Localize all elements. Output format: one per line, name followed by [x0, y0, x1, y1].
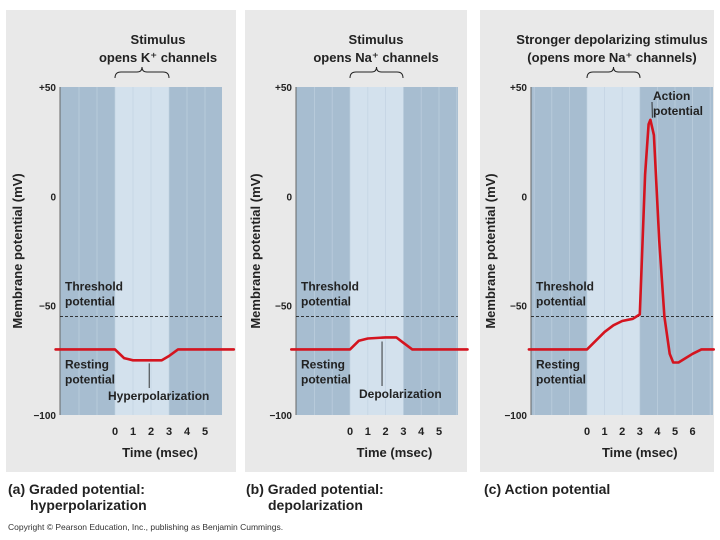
x-tick-label-b-5: 5 [436, 426, 442, 438]
y-tick-label-a-3: −100 [33, 411, 56, 422]
stimulus-brace-b [349, 66, 404, 79]
x-tick-label-b-2: 2 [383, 426, 389, 438]
event-label-b: Depolarization [359, 387, 442, 401]
y-tick-label-c-2: −50 [510, 302, 527, 313]
caption-panel-b: (b) Graded potential: depolarization [246, 481, 384, 513]
caption-panel-c: (c) Action potential [484, 481, 610, 497]
x-tick-label-a-2: 2 [148, 426, 154, 438]
threshold-label-b-line1: Threshold [301, 280, 359, 294]
y-tick-label-c-3: −100 [504, 411, 527, 422]
x-tick-label-a-1: 1 [130, 426, 136, 438]
threshold-label-b-line2: potential [301, 295, 351, 309]
y-axis-label-c: Membrane potential (mV) [483, 173, 498, 328]
x-tick-label-c-3: 3 [637, 426, 643, 438]
caption-c-line1: (c) Action potential [484, 481, 611, 497]
caption-panel-a: (a) Graded potential: hyperpolarization [8, 481, 147, 513]
stimulus-title-c-line1: Stronger depolarizing stimulus [516, 32, 707, 47]
y-tick-label-b-0: +50 [275, 83, 292, 94]
y-tick-label-c-1: 0 [521, 192, 527, 203]
stimulus-window-c [587, 87, 640, 415]
y-tick-label-a-2: −50 [39, 302, 56, 313]
threshold-label-a-line1: Threshold [65, 280, 123, 294]
caption-a-line1: (a) Graded potential: [8, 481, 145, 497]
caption-b-line2: depolarization [268, 497, 363, 513]
resting-label-b-line1: Resting [301, 357, 345, 371]
x-axis-label-a: Time (msec) [122, 445, 198, 460]
resting-label-c-line2: potential [536, 372, 586, 386]
caption-b-line1: (b) Graded potential: [246, 481, 384, 497]
x-axis-label-c: Time (msec) [602, 445, 678, 460]
x-tick-label-a-3: 3 [166, 426, 172, 438]
event-label-a: Hyperpolarization [108, 389, 209, 403]
resting-label-b-line2: potential [301, 372, 351, 386]
membrane-trace-b [289, 336, 469, 351]
stimulus-brace-c [586, 66, 641, 79]
threshold-label-c-line1: Threshold [536, 280, 594, 294]
x-tick-label-c-6: 6 [690, 426, 696, 438]
stimulus-brace-a [114, 66, 170, 79]
x-tick-label-c-5: 5 [672, 426, 678, 438]
x-tick-label-c-2: 2 [619, 426, 625, 438]
stimulus-title-b-line1: Stimulus [349, 32, 404, 47]
stimulus-window-a [115, 87, 169, 415]
x-tick-label-c-4: 4 [654, 426, 661, 438]
x-tick-label-c-0: 0 [584, 426, 590, 438]
stimulus-title-b-line2: opens Na⁺ channels [313, 50, 438, 65]
resting-label-a-line1: Resting [65, 357, 109, 371]
caption-a-line2: hyperpolarization [30, 497, 147, 513]
y-tick-label-a-1: 0 [50, 192, 56, 203]
y-tick-label-b-2: −50 [275, 302, 292, 313]
x-axis-label-b: Time (msec) [357, 445, 433, 460]
resting-label-c-line1: Resting [536, 357, 580, 371]
y-axis-label-b: Membrane potential (mV) [248, 173, 263, 328]
copyright-notice: Copyright © Pearson Education, Inc., pub… [8, 522, 284, 532]
x-tick-label-a-4: 4 [184, 426, 191, 438]
stimulus-title-a-line1: Stimulus [131, 32, 186, 47]
threshold-label-c-line2: potential [536, 295, 586, 309]
y-tick-label-c-0: +50 [510, 83, 527, 94]
event-label-c-line2: potential [653, 104, 703, 118]
x-tick-label-b-3: 3 [400, 426, 406, 438]
y-axis-label-a: Membrane potential (mV) [10, 173, 25, 328]
resting-label-a-line2: potential [65, 372, 115, 386]
x-tick-label-b-0: 0 [347, 426, 353, 438]
stimulus-window-b [350, 87, 404, 415]
membrane-trace-a [54, 348, 236, 362]
x-tick-label-c-1: 1 [602, 426, 608, 438]
y-tick-label-a-0: +50 [39, 83, 56, 94]
stimulus-title-c-line2: (opens more Na⁺ channels) [527, 50, 696, 65]
x-tick-label-a-5: 5 [202, 426, 208, 438]
threshold-label-a-line2: potential [65, 295, 115, 309]
y-tick-label-b-3: −100 [269, 411, 292, 422]
membrane-trace-c [527, 118, 716, 364]
stimulus-title-a-line2: opens K⁺ channels [99, 50, 217, 65]
y-tick-label-b-1: 0 [286, 192, 292, 203]
x-tick-label-b-4: 4 [418, 426, 425, 438]
x-tick-label-b-1: 1 [365, 426, 371, 438]
x-tick-label-a-0: 0 [112, 426, 118, 438]
event-label-c-line1: Action [653, 89, 690, 103]
